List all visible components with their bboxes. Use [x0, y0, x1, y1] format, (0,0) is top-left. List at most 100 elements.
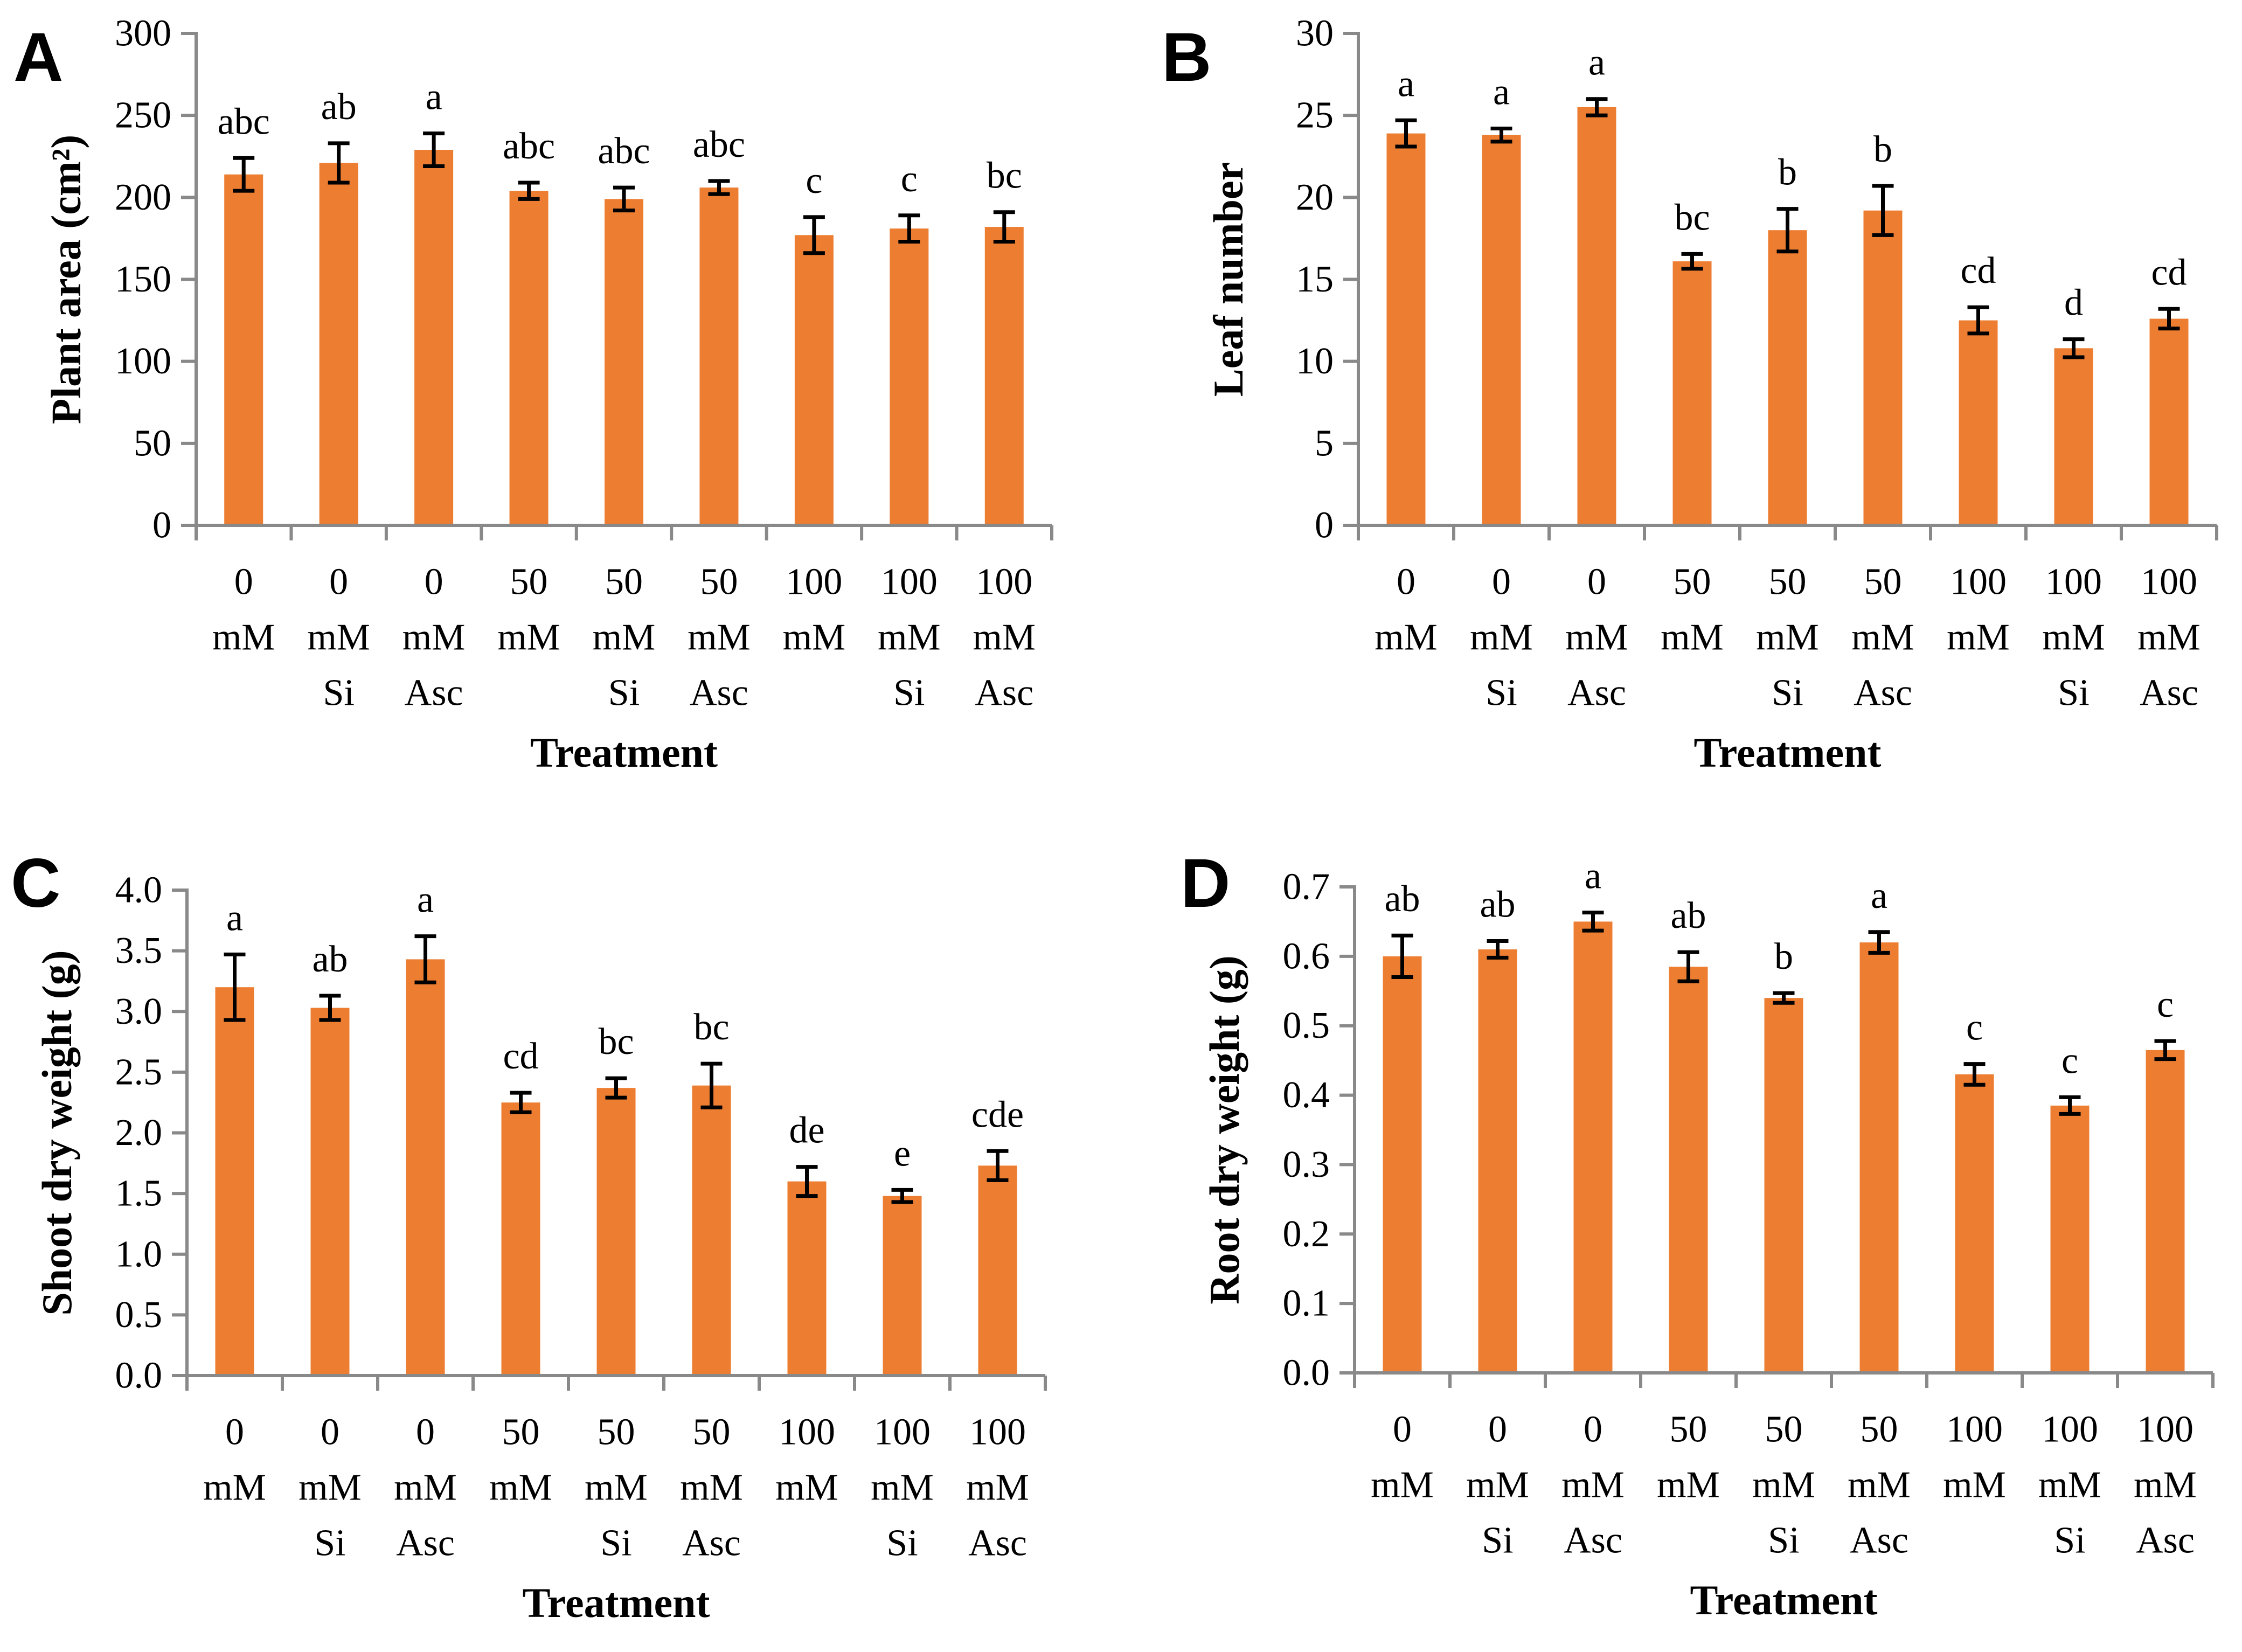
panel-letter: D: [1181, 845, 1230, 922]
sig-letter: abc: [218, 101, 270, 142]
y-axis-title: Root dry weight (g): [1201, 955, 1248, 1304]
x-tick-label: 50: [1861, 1409, 1898, 1450]
panel-d-root-dry-weight-chart: 0.00.10.20.30.40.50.60.7 ab0mMab0mMSia0mM…: [1121, 826, 2242, 1652]
bar: [2146, 1050, 2185, 1373]
bar: [984, 227, 1024, 525]
y-tick-label: 0.0: [115, 1355, 163, 1397]
sig-letter: a: [1493, 72, 1510, 113]
x-tick-label: mM: [2137, 617, 2201, 658]
bar: [794, 235, 834, 526]
sig-letter: b: [1873, 129, 1892, 170]
sig-letter: ab: [1670, 895, 1706, 936]
x-tick-label: mM: [585, 1467, 648, 1509]
x-tick-label: mM: [593, 617, 656, 658]
sig-letter: c: [806, 160, 822, 202]
x-tick-label: 50: [1864, 561, 1902, 603]
x-tick-label: 100: [874, 1412, 931, 1453]
x-tick-label: mM: [1752, 1464, 1815, 1506]
sig-letter: c: [1966, 1007, 1983, 1049]
sig-letter: cd: [503, 1036, 538, 1077]
x-axis-title: Treatment: [530, 729, 718, 776]
x-tick-label: 0: [1492, 561, 1511, 603]
x-tick-label: Si: [2058, 672, 2089, 714]
bar: [1573, 921, 1613, 1373]
x-tick-label: mM: [2038, 1464, 2101, 1506]
y-tick-label: 0.5: [115, 1294, 163, 1336]
sig-letter: c: [2157, 984, 2174, 1025]
x-tick-label: 100: [976, 561, 1032, 603]
y-tick-label: 0.0: [1283, 1352, 1330, 1394]
x-tick-label: 0: [1488, 1409, 1507, 1450]
x-tick-label: Si: [1772, 672, 1803, 714]
bar: [509, 191, 549, 525]
sig-letter: a: [1588, 42, 1605, 84]
sig-letter: c: [2061, 1040, 2078, 1081]
x-tick-label: 0: [1397, 561, 1415, 603]
y-tick-label: 0.4: [1283, 1074, 1330, 1116]
x-tick-label: Asc: [1854, 672, 1912, 714]
x-tick-label: 0: [329, 561, 348, 603]
x-tick-label: mM: [497, 617, 560, 658]
x-tick-label: mM: [1466, 1464, 1529, 1506]
x-tick-label: mM: [2134, 1464, 2197, 1506]
x-tick-label: mM: [775, 1467, 838, 1509]
x-tick-label: mM: [1943, 1464, 2006, 1506]
bar: [310, 1008, 350, 1376]
x-tick-label: Si: [2054, 1520, 2085, 1561]
y-tick-label: 0.3: [1283, 1144, 1330, 1185]
x-tick-label: mM: [212, 617, 275, 658]
x-tick-label: 0: [225, 1412, 244, 1453]
x-tick-label: Si: [608, 672, 640, 714]
sig-letter: abc: [693, 124, 745, 165]
x-tick-label: 50: [1674, 561, 1711, 603]
bar: [1482, 135, 1521, 526]
x-tick-label: mM: [394, 1467, 457, 1509]
x-tick-label: mM: [402, 617, 466, 658]
y-tick-label: 100: [115, 341, 171, 382]
y-tick-label: 15: [1296, 259, 1334, 300]
x-tick-label: 50: [1670, 1409, 1707, 1450]
sig-letter: bc: [693, 1007, 729, 1048]
y-tick-label: 50: [134, 422, 171, 464]
x-tick-label: mM: [783, 617, 846, 658]
y-tick-label: 5: [1315, 422, 1334, 464]
bar: [2050, 1105, 2090, 1373]
bar: [1768, 230, 1807, 525]
sig-letter: b: [1774, 936, 1793, 977]
x-tick-label: Si: [314, 1523, 345, 1564]
y-tick-label: 200: [115, 177, 171, 218]
y-tick-label: 1.5: [115, 1173, 163, 1214]
y-tick-label: 250: [115, 95, 171, 136]
bar: [2149, 318, 2189, 525]
x-tick-label: mM: [1565, 617, 1628, 658]
bar: [1672, 261, 1712, 525]
x-tick-label: 50: [605, 561, 643, 603]
x-tick-label: 100: [1946, 1409, 2003, 1450]
sig-letter: bc: [1674, 197, 1710, 238]
sig-letter: cd: [1960, 250, 1996, 291]
x-tick-label: 0: [234, 561, 253, 603]
x-tick-label: 0: [1587, 561, 1606, 603]
x-tick-label: 0: [1393, 1409, 1412, 1450]
x-tick-label: 0: [1584, 1409, 1602, 1450]
x-tick-label: mM: [1470, 617, 1533, 658]
bar: [2054, 348, 2093, 525]
bar: [1383, 956, 1422, 1373]
x-tick-label: mM: [1375, 617, 1438, 658]
x-tick-label: mM: [1851, 617, 1914, 658]
bar: [1669, 967, 1708, 1373]
x-axis-title: Treatment: [523, 1579, 710, 1626]
y-tick-label: 300: [115, 13, 171, 54]
y-axis-title: Leaf number: [1205, 162, 1252, 397]
x-tick-label: mM: [1947, 617, 2010, 658]
sig-letter: a: [226, 897, 243, 939]
y-tick-label: 3.0: [115, 991, 163, 1032]
x-tick-label: Si: [600, 1523, 631, 1564]
x-tick-label: 0: [321, 1412, 339, 1453]
bar: [692, 1085, 731, 1376]
x-tick-label: mM: [307, 617, 370, 658]
x-tick-label: mM: [871, 1467, 934, 1509]
sig-letter: de: [789, 1110, 824, 1151]
sig-letter: cde: [971, 1094, 1024, 1135]
x-tick-label: 100: [881, 561, 938, 603]
